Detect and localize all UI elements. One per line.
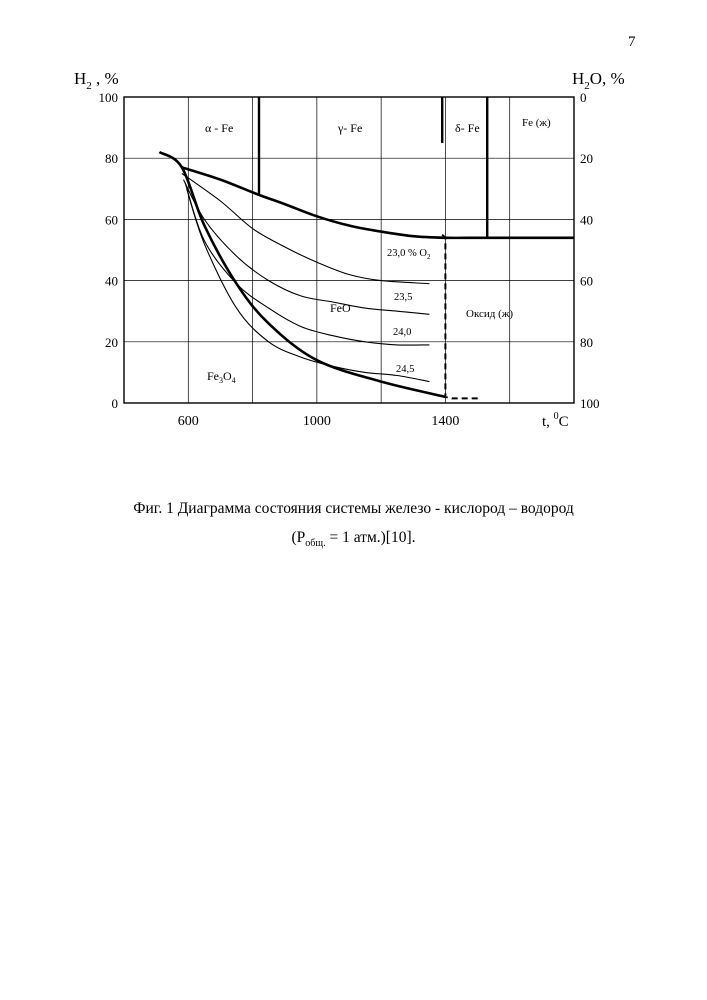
x-tick-label: 600	[178, 414, 199, 429]
right-tick-label: 80	[580, 335, 593, 350]
caption-open: (Р	[291, 529, 305, 546]
isobar-label-24-5: 24,5	[396, 364, 414, 375]
right-tick-label: 100	[580, 396, 600, 411]
right-tick-label: 0	[580, 90, 587, 105]
phase-diagram-chart: 02040608010002040608010060010001400 H2 ,…	[0, 0, 707, 470]
series-fe_feo_boundary	[182, 167, 574, 237]
isobar-label-24-0: 24,0	[393, 327, 411, 338]
series-feo_fe3o4_boundary	[159, 152, 445, 397]
isobar-label-23-0: 23,0 % O2	[387, 248, 431, 261]
axis-tick-labels: 02040608010002040608010060010001400	[99, 90, 600, 429]
series-iso_23_5	[184, 180, 430, 315]
right-axis-title: H2O, %	[572, 69, 625, 92]
phase-label-feo: FeO	[330, 301, 351, 315]
left-tick-label: 80	[105, 151, 118, 166]
caption-subscript: общ.	[305, 538, 325, 549]
left-tick-label: 60	[105, 212, 118, 227]
figure-caption-line1: Фиг. 1 Диаграмма состояния системы желез…	[0, 500, 707, 518]
right-tick-label: 60	[580, 274, 593, 289]
figure-caption-line2: (Робщ. = 1 атм.)[10].	[0, 529, 707, 549]
phase-boundary-lines	[259, 97, 487, 238]
left-tick-label: 0	[112, 396, 119, 411]
phase-label-delta-fe: δ- Fe	[455, 121, 480, 135]
phase-label-alpha-fe: α - Fe	[205, 121, 233, 135]
right-tick-label: 40	[580, 212, 593, 227]
left-axis-title: H2 , %	[74, 69, 119, 92]
isobar-label-23-5: 23,5	[394, 292, 412, 303]
plot-frame	[124, 97, 574, 403]
phase-label-oxide-liquid: Оксид (ж)	[466, 308, 513, 320]
left-tick-label: 100	[99, 90, 119, 105]
left-tick-label: 40	[105, 274, 118, 289]
grid	[124, 97, 574, 403]
series-lines	[159, 152, 574, 397]
phase-label-fe-liquid: Fe (ж)	[522, 117, 551, 129]
series-iso_23_0	[182, 174, 430, 284]
phase-label-fe3o4: Fe3O4	[207, 369, 236, 385]
phase-label-gamma-fe: γ- Fe	[337, 121, 362, 135]
caption-close: = 1 атм.)[10].	[326, 529, 416, 546]
series-iso_24_0	[185, 183, 429, 345]
series-iso_24_5	[187, 189, 430, 382]
x-axis-title: t, 0C	[542, 411, 569, 430]
x-tick-label: 1000	[303, 414, 331, 429]
left-tick-label: 20	[105, 335, 118, 350]
right-tick-label: 20	[580, 151, 593, 166]
x-tick-label: 1400	[431, 414, 459, 429]
